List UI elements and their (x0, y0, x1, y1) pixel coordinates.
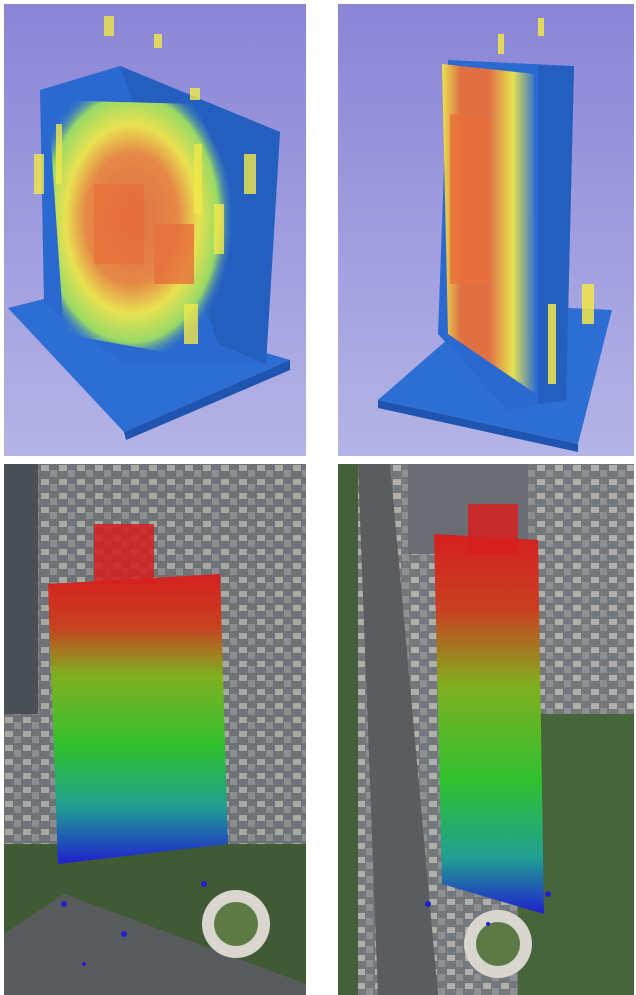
heatmap-render-right-svg (338, 4, 634, 456)
heatmap-view-left (4, 4, 306, 456)
boulevard (358, 464, 438, 995)
aerial-photo-left-svg (4, 464, 306, 995)
building-with-points (48, 574, 228, 864)
heatmap-view-right (338, 4, 634, 456)
neighbor-tower (4, 464, 38, 714)
aerial-photo-right (338, 464, 634, 995)
aerial-photo-left (4, 464, 306, 995)
aerial-photo-right-svg (338, 464, 634, 995)
building-with-points (434, 534, 544, 914)
heatmap-render-left-svg (4, 4, 306, 456)
